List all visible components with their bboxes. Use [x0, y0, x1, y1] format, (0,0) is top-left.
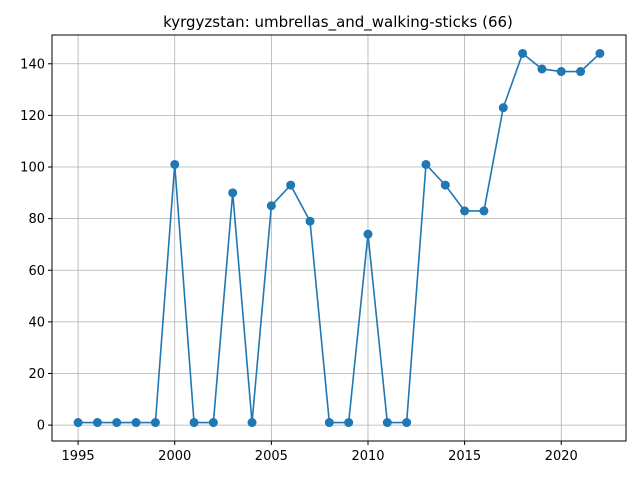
data-point — [170, 159, 180, 169]
data-point — [498, 103, 508, 113]
data-point — [421, 159, 431, 169]
data-point — [537, 64, 547, 74]
data-point — [402, 418, 412, 428]
x-tick-label: 2000 — [158, 449, 191, 464]
x-tick-label: 2020 — [545, 449, 578, 464]
data-point — [92, 418, 102, 428]
data-point — [344, 418, 354, 428]
x-tick-label: 2010 — [351, 449, 384, 464]
data-point — [324, 418, 334, 428]
y-tick-label: 80 — [28, 212, 45, 227]
data-point — [208, 418, 218, 428]
data-point — [595, 48, 605, 58]
data-point — [440, 180, 450, 190]
data-point — [518, 48, 528, 58]
x-tick-label: 1995 — [62, 449, 95, 464]
x-tick-label: 2015 — [448, 449, 481, 464]
data-point — [150, 418, 160, 428]
data-point — [286, 180, 296, 190]
data-point — [112, 418, 122, 428]
data-point — [460, 206, 470, 216]
y-tick-label: 20 — [28, 367, 45, 382]
x-tick-label: 2005 — [255, 449, 288, 464]
grid — [52, 35, 626, 441]
series-group — [73, 48, 605, 428]
data-point — [382, 418, 392, 428]
y-tick-label: 140 — [20, 57, 45, 72]
ticks-group: 1995 2000 2005 2010 2015 2020 0 20 40 60 80 100 120 1… — [20, 57, 578, 464]
data-point — [73, 418, 83, 428]
data-point — [556, 67, 566, 77]
data-point — [479, 206, 489, 216]
chart-title: kyrgyzstan: umbrellas_and_walking-sticks… — [163, 13, 513, 32]
data-point — [576, 67, 586, 77]
data-point — [228, 188, 238, 198]
y-tick-label: 60 — [28, 264, 45, 279]
data-point — [266, 201, 276, 211]
y-tick-label: 120 — [20, 109, 45, 124]
plot-frame — [51, 34, 627, 442]
data-point — [189, 418, 199, 428]
data-point — [305, 216, 315, 226]
y-tick-label: 100 — [20, 161, 45, 176]
series-line — [78, 52, 601, 424]
y-tick-label: 40 — [28, 315, 45, 330]
data-point — [131, 418, 141, 428]
y-tick-label: 0 — [37, 419, 45, 434]
data-point — [363, 229, 373, 239]
data-point — [247, 418, 257, 428]
